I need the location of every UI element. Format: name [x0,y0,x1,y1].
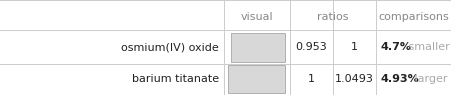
Text: visual: visual [240,12,273,22]
Text: 4.93%: 4.93% [380,74,419,84]
Text: larger: larger [410,74,446,84]
Text: 1: 1 [307,74,314,84]
Text: smaller: smaller [404,42,449,53]
Text: 1: 1 [350,42,357,53]
Text: ratios: ratios [316,12,348,22]
Text: osmium(IV) oxide: osmium(IV) oxide [121,42,219,53]
Text: comparisons: comparisons [378,12,448,22]
Text: barium titanate: barium titanate [132,74,219,84]
Bar [230,33,284,62]
Text: 4.7%: 4.7% [380,42,411,53]
Text: 0.953: 0.953 [295,42,327,53]
Bar [227,65,284,93]
Text: 1.0493: 1.0493 [334,74,373,84]
